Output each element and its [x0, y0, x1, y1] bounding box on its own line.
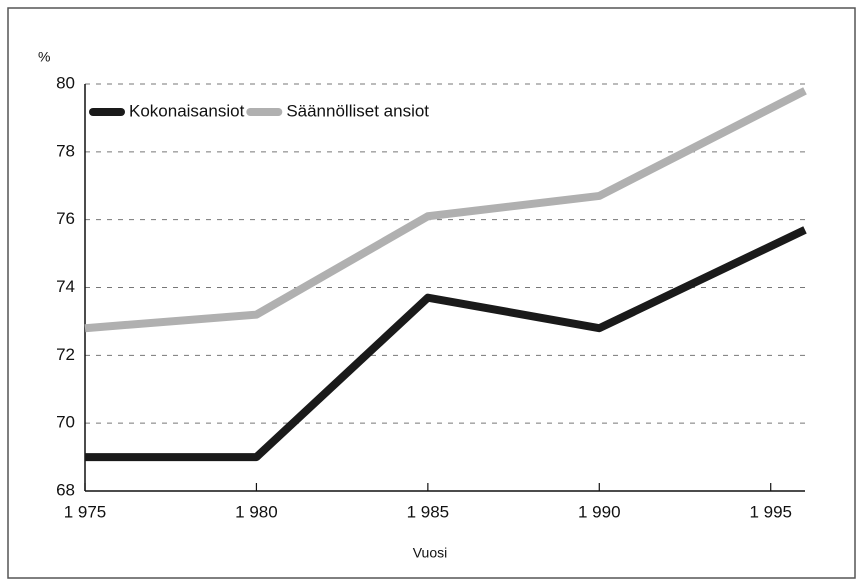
y-tick-label: 80 [56, 73, 75, 92]
legend-label: Kokonaisansiot [129, 101, 245, 120]
y-tick-label: 76 [56, 209, 75, 228]
x-tick-label: 1 995 [749, 502, 792, 521]
y-tick-label: 70 [56, 413, 75, 432]
y-tick-label: 68 [56, 480, 75, 499]
x-tick-label: 1 975 [64, 502, 107, 521]
x-tick-label: 1 980 [235, 502, 278, 521]
x-axis-label: Vuosi [413, 545, 448, 561]
y-tick-label: 74 [56, 277, 75, 296]
y-tick-label: 78 [56, 141, 75, 160]
series-line [84, 87, 807, 333]
x-tick-label: 1 985 [407, 502, 450, 521]
x-tick-label: 1 990 [578, 502, 621, 521]
y-axis-label: % [38, 49, 50, 65]
series-line [85, 226, 807, 462]
legend-label: Säännölliset ansiot [286, 101, 429, 120]
frame [7, 7, 856, 579]
y-tick-label: 72 [56, 345, 75, 364]
